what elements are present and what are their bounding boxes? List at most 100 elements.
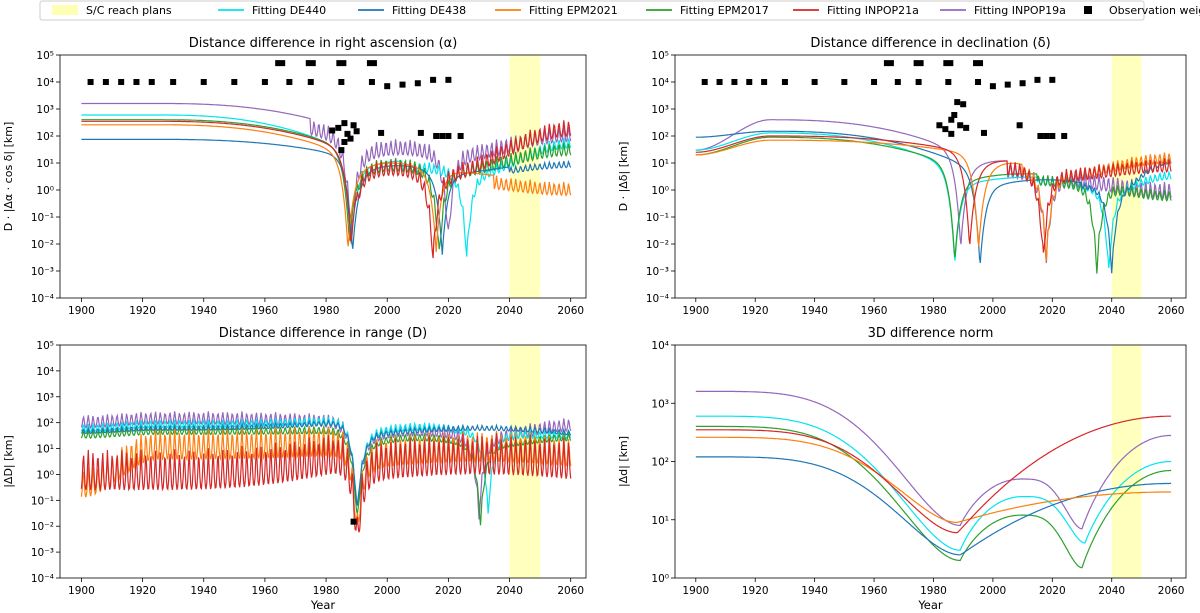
y-tick-label: 10⁰ <box>651 185 669 197</box>
x-tick-label: 1920 <box>742 305 769 317</box>
y-tick-label: 10² <box>36 131 54 143</box>
observation-weight <box>948 130 955 137</box>
series-fitting-de440 <box>695 415 1172 551</box>
x-tick-label: 2020 <box>435 305 462 317</box>
x-axis-label: Year <box>917 598 943 612</box>
observation-weight <box>366 60 377 67</box>
observation-weight <box>980 129 987 136</box>
observation-weight <box>341 138 348 145</box>
observation-weight <box>761 79 768 85</box>
series-fitting-epm2021 <box>80 426 572 523</box>
series-fitting-epm2021 <box>695 436 1172 523</box>
series-fitting-inpop21a <box>695 415 1172 534</box>
series-group <box>81 102 572 259</box>
observation-weight <box>1034 76 1041 83</box>
y-tick-label: 10¹ <box>36 158 54 170</box>
observation-weight <box>871 79 878 85</box>
x-tick-label: 2000 <box>374 305 401 317</box>
observation-weight <box>133 79 140 85</box>
x-tick-label: 1960 <box>861 585 888 597</box>
observation-weight <box>913 60 924 67</box>
y-tick-label: 10⁰ <box>36 469 54 481</box>
observation-weight <box>439 133 446 139</box>
series-fitting-epm2021 <box>695 139 1172 261</box>
observation-weight <box>1049 133 1056 139</box>
legend-label: Fitting DE440 <box>252 4 326 17</box>
y-tick-label: 10⁵ <box>651 50 669 62</box>
x-tick-label: 1940 <box>801 305 828 317</box>
x-tick-label: 1960 <box>252 585 279 597</box>
y-tick-label: 10⁰ <box>651 573 669 585</box>
y-tick-label: 10³ <box>36 392 54 404</box>
y-tick-label: 10⁻¹ <box>646 212 669 224</box>
observation-weight <box>347 135 354 142</box>
observation-weight <box>942 126 949 133</box>
series-fitting-inpop21a <box>695 135 1172 253</box>
x-tick-label: 2000 <box>374 585 401 597</box>
observation-weight <box>305 60 316 67</box>
observation-weight <box>329 127 336 134</box>
chart-title: Distance difference in right ascension (… <box>189 36 458 51</box>
x-tick-label: 1980 <box>313 585 340 597</box>
x-tick-label: 2060 <box>1158 305 1185 317</box>
y-tick-label: 10¹ <box>36 444 54 456</box>
series-fitting-de438 <box>695 456 1172 556</box>
observation-weight <box>915 79 922 85</box>
observation-weight <box>148 79 155 85</box>
y-axis-label: D · |Δδ| [km] <box>617 142 630 212</box>
observation-weight <box>957 122 964 129</box>
observation-weight <box>118 79 125 85</box>
y-axis-label: |ΔD| [km] <box>2 435 15 488</box>
observation-weight <box>445 76 452 83</box>
series-fitting-inpop21a <box>81 120 572 259</box>
reach-plan-span <box>509 55 541 298</box>
series-fitting-inpop19a <box>695 119 1172 264</box>
observation-weight <box>945 79 952 85</box>
observation-weight <box>989 83 996 90</box>
observation-weight <box>883 60 894 67</box>
y-tick-label: 10⁻³ <box>31 266 54 278</box>
legend-marker-7 <box>1084 6 1092 14</box>
y-tick-label: 10⁻² <box>646 239 669 251</box>
chart-panel-3: 1900 1920 1940 1960 1980 2000 2020 2040 2060 10⁰ 1… <box>617 326 1187 612</box>
observation-weight <box>335 124 342 131</box>
x-tick-label: 2060 <box>557 585 584 597</box>
legend-label: S/C reach plans <box>86 4 172 17</box>
y-tick-label: 10⁰ <box>36 185 54 197</box>
observation-weight <box>960 101 967 108</box>
series-fitting-de438 <box>80 418 572 506</box>
x-tick-label: 2040 <box>1098 585 1125 597</box>
x-tick-label: 2000 <box>980 305 1007 317</box>
observation-weight <box>716 79 723 85</box>
y-tick-label: 10³ <box>651 398 669 410</box>
observation-weight <box>951 111 958 118</box>
x-tick-label: 2020 <box>1039 585 1066 597</box>
chart-panel-1: 1900 1920 1940 1960 1980 2000 2020 2040 2060 10⁻⁴… <box>617 36 1187 317</box>
observation-weight <box>1043 133 1050 139</box>
series-fitting-de440 <box>80 415 572 514</box>
y-tick-label: 10⁻⁴ <box>31 573 54 585</box>
x-tick-label: 1980 <box>920 305 947 317</box>
x-tick-label: 1900 <box>68 305 95 317</box>
series-fitting-epm2017 <box>695 425 1172 569</box>
observation-weight <box>350 518 357 525</box>
x-tick-label: 2040 <box>1098 305 1125 317</box>
x-tick-label: 1900 <box>68 585 95 597</box>
observation-weight <box>841 79 848 85</box>
y-tick-label: 10⁻¹ <box>31 212 54 224</box>
observation-weight <box>948 116 955 123</box>
observation-weight <box>1004 81 1011 88</box>
observation-weight <box>943 60 954 67</box>
observation-weight <box>894 79 901 85</box>
y-tick-label: 10⁵ <box>36 50 54 62</box>
chart-panel-2: 1900 1920 1940 1960 1980 2000 2020 2040 2060 10⁻⁴… <box>2 326 587 612</box>
series-fitting-epm2017 <box>695 136 1172 274</box>
axes-frame <box>59 344 587 579</box>
chart-title: 3D difference norm <box>868 326 994 341</box>
chart-title: Distance difference in range (D) <box>219 326 427 341</box>
chart-title: Distance difference in declination (δ) <box>810 36 1050 51</box>
axes-frame <box>59 54 587 299</box>
x-tick-label: 1940 <box>190 305 217 317</box>
y-tick-label: 10⁵ <box>36 340 54 352</box>
